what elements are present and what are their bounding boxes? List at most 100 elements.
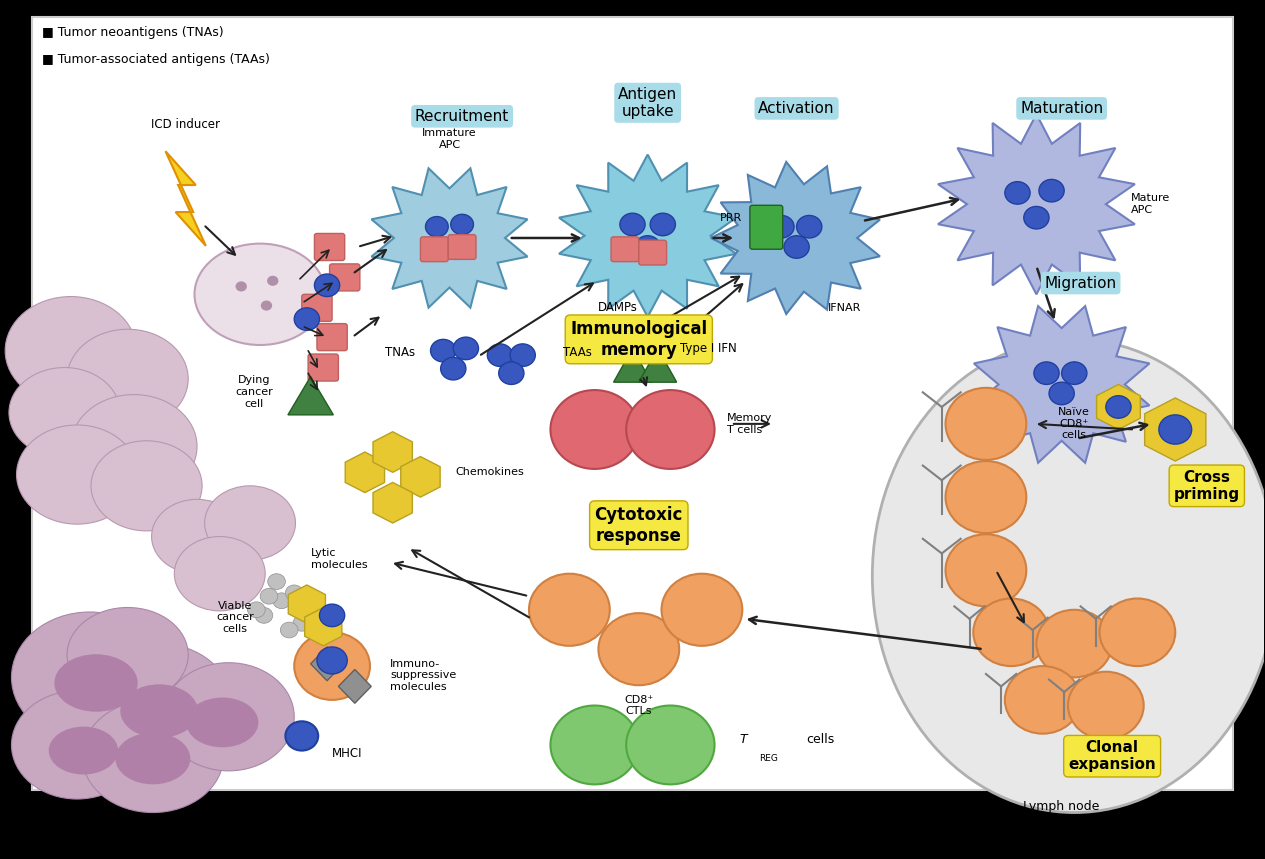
Text: Naïve
CD8⁺
cells: Naïve CD8⁺ cells [1059, 407, 1090, 441]
Circle shape [529, 574, 610, 646]
Circle shape [973, 599, 1049, 666]
Text: cells: cells [807, 733, 835, 746]
Text: Chemokines: Chemokines [455, 467, 525, 478]
Ellipse shape [67, 607, 188, 702]
Circle shape [945, 534, 1026, 606]
Ellipse shape [186, 698, 258, 747]
Polygon shape [1145, 398, 1206, 461]
Polygon shape [559, 155, 736, 317]
Circle shape [256, 607, 273, 624]
Circle shape [550, 705, 639, 784]
Text: PRR: PRR [720, 213, 743, 222]
Circle shape [1068, 672, 1144, 740]
Circle shape [411, 204, 488, 272]
Polygon shape [937, 114, 1135, 295]
Ellipse shape [67, 329, 188, 429]
Text: Clonal
expansion: Clonal expansion [1068, 740, 1156, 772]
FancyBboxPatch shape [639, 241, 667, 265]
Polygon shape [288, 585, 325, 624]
FancyBboxPatch shape [611, 237, 639, 262]
Circle shape [268, 574, 286, 589]
Circle shape [650, 213, 676, 235]
Text: Immunological
memory: Immunological memory [571, 320, 707, 359]
Circle shape [1004, 666, 1080, 734]
Ellipse shape [152, 499, 243, 574]
Circle shape [620, 213, 645, 235]
Circle shape [1023, 206, 1049, 229]
Circle shape [598, 613, 679, 685]
Polygon shape [711, 162, 880, 314]
Text: Viable
cancer
cells: Viable cancer cells [216, 600, 254, 634]
Circle shape [1004, 181, 1030, 204]
Polygon shape [288, 376, 334, 415]
Circle shape [248, 602, 266, 618]
Ellipse shape [195, 244, 326, 345]
Polygon shape [166, 151, 206, 246]
Circle shape [498, 362, 524, 385]
Text: Immature
APC: Immature APC [423, 128, 477, 149]
Polygon shape [1097, 385, 1140, 430]
Circle shape [281, 622, 299, 638]
Circle shape [450, 214, 473, 235]
Polygon shape [345, 452, 385, 492]
Circle shape [487, 344, 512, 367]
Text: Memory
T cells: Memory T cells [727, 413, 773, 435]
FancyBboxPatch shape [330, 264, 359, 291]
Polygon shape [311, 647, 344, 680]
Text: Mature
APC: Mature APC [1131, 193, 1170, 215]
Polygon shape [401, 456, 440, 497]
Ellipse shape [54, 655, 138, 712]
Text: Cytotoxic
response: Cytotoxic response [595, 506, 683, 545]
Text: REG: REG [759, 754, 778, 763]
Circle shape [510, 344, 535, 367]
Circle shape [261, 588, 278, 604]
Ellipse shape [71, 394, 197, 498]
Circle shape [320, 604, 345, 627]
Circle shape [273, 593, 291, 609]
Circle shape [1049, 382, 1074, 405]
Polygon shape [639, 349, 677, 382]
Circle shape [453, 337, 478, 360]
Text: TNAs: TNAs [386, 346, 415, 359]
Circle shape [1159, 415, 1192, 444]
Text: Activation: Activation [758, 101, 835, 116]
FancyBboxPatch shape [315, 234, 345, 260]
Circle shape [318, 647, 347, 674]
FancyBboxPatch shape [750, 205, 783, 249]
Polygon shape [372, 168, 528, 308]
Circle shape [1036, 610, 1112, 678]
Text: Antigen
uptake: Antigen uptake [619, 87, 677, 119]
Text: ■ Tumor neoantigens (TNAs): ■ Tumor neoantigens (TNAs) [42, 27, 224, 40]
Text: Maturation: Maturation [1020, 101, 1103, 116]
FancyBboxPatch shape [579, 327, 607, 352]
Circle shape [1034, 362, 1059, 385]
Circle shape [286, 585, 304, 600]
FancyBboxPatch shape [420, 237, 448, 262]
Circle shape [797, 216, 822, 238]
FancyBboxPatch shape [448, 235, 476, 259]
Circle shape [425, 216, 448, 237]
Circle shape [1017, 345, 1106, 423]
FancyBboxPatch shape [309, 354, 339, 381]
Ellipse shape [873, 339, 1265, 813]
Text: DAMPs: DAMPs [597, 302, 638, 314]
Text: T: T [740, 733, 748, 746]
Ellipse shape [115, 733, 190, 784]
Circle shape [784, 235, 810, 259]
Circle shape [286, 722, 319, 751]
Circle shape [635, 235, 660, 259]
Circle shape [293, 615, 311, 631]
Polygon shape [373, 483, 412, 523]
Text: Migration: Migration [1045, 276, 1117, 290]
FancyBboxPatch shape [608, 327, 636, 352]
Text: Type I IFN: Type I IFN [681, 342, 737, 355]
Circle shape [988, 161, 1085, 247]
Text: Lymph node: Lymph node [1023, 801, 1099, 813]
Circle shape [1099, 599, 1175, 666]
Text: ■ Tumor-associated antigens (TAAs): ■ Tumor-associated antigens (TAAs) [42, 53, 269, 66]
Circle shape [295, 632, 369, 700]
Ellipse shape [120, 685, 199, 738]
Ellipse shape [16, 425, 138, 524]
Circle shape [754, 200, 839, 276]
Circle shape [550, 390, 639, 469]
